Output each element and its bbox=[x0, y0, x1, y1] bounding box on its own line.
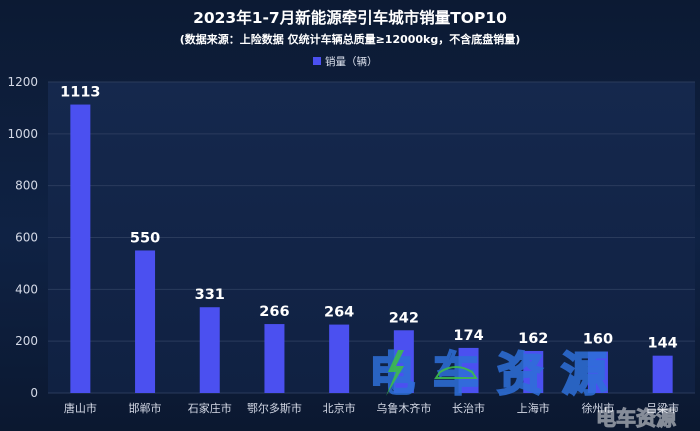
y-tick-label: 200 bbox=[15, 334, 38, 348]
y-tick-label: 0 bbox=[30, 386, 38, 400]
data-label: 242 bbox=[389, 310, 419, 326]
bar bbox=[587, 351, 608, 393]
legend-swatch bbox=[313, 57, 321, 65]
data-label: 144 bbox=[648, 336, 678, 352]
x-tick-label: 徐州市 bbox=[581, 401, 614, 415]
data-label: 162 bbox=[518, 331, 548, 347]
x-tick-label: 唐山市 bbox=[64, 401, 97, 415]
bar bbox=[70, 104, 91, 394]
car-icon bbox=[434, 366, 478, 379]
lightning-icon bbox=[386, 350, 404, 396]
bar bbox=[393, 330, 414, 393]
x-tick-label: 北京市 bbox=[323, 401, 356, 415]
x-tick-label: 乌鲁木齐市 bbox=[376, 401, 431, 415]
data-label: 160 bbox=[583, 332, 613, 348]
watermark-glyph: 资 bbox=[497, 347, 543, 401]
data-label: 266 bbox=[259, 304, 289, 320]
y-axis-ticks: 0 200 400 600 800 1000 1200 bbox=[7, 75, 38, 400]
legend-label: 销量（辆） bbox=[325, 55, 378, 68]
bar bbox=[523, 351, 544, 393]
bar bbox=[264, 324, 285, 393]
x-tick-label: 鄂尔多斯市 bbox=[247, 401, 302, 415]
bars bbox=[70, 104, 673, 394]
watermark-glyph: 车 bbox=[433, 347, 479, 401]
x-tick-label: 邯郸市 bbox=[129, 401, 162, 415]
bar bbox=[652, 355, 673, 393]
bar bbox=[135, 250, 156, 393]
y-tick-label: 400 bbox=[15, 282, 38, 296]
y-tick-label: 800 bbox=[15, 179, 38, 193]
watermark-corner: 电车资源 bbox=[596, 406, 676, 430]
y-tick-label: 1200 bbox=[7, 75, 38, 89]
chart-subtitle: (数据来源：上险数据 仅统计车辆总质量≥12000kg，不含底盘销量) bbox=[180, 32, 521, 46]
watermark-glyph: 源 bbox=[561, 347, 607, 401]
data-labels: 1113 550 331 266 264 242 174 162 160 144 bbox=[60, 85, 678, 352]
x-tick-label: 石家庄市 bbox=[188, 401, 232, 415]
data-label: 1113 bbox=[60, 85, 100, 101]
data-label: 331 bbox=[195, 287, 225, 303]
data-label: 550 bbox=[130, 230, 160, 246]
x-tick-label: 上海市 bbox=[517, 401, 550, 415]
y-tick-label: 600 bbox=[15, 231, 38, 245]
bar bbox=[329, 324, 350, 393]
x-tick-label: 长治市 bbox=[452, 401, 485, 415]
chart-title: 2023年1-7月新能源牵引车城市销量TOP10 bbox=[193, 8, 507, 27]
watermark: 电车资源电车资源 bbox=[368, 346, 677, 431]
x-tick-label: 吕梁市 bbox=[646, 401, 679, 415]
bar bbox=[199, 307, 220, 393]
grid-lines bbox=[48, 81, 695, 394]
watermark-glyph: 电 bbox=[369, 347, 415, 401]
y-tick-label: 1000 bbox=[7, 127, 38, 141]
data-label: 264 bbox=[324, 305, 354, 321]
legend[interactable]: 销量（辆） bbox=[313, 55, 378, 68]
x-axis-ticks: 唐山市 邯郸市 石家庄市 鄂尔多斯市 北京市 乌鲁木齐市 长治市 上海市 徐州市 吕梁市 bbox=[64, 401, 679, 415]
data-label: 174 bbox=[453, 328, 483, 344]
